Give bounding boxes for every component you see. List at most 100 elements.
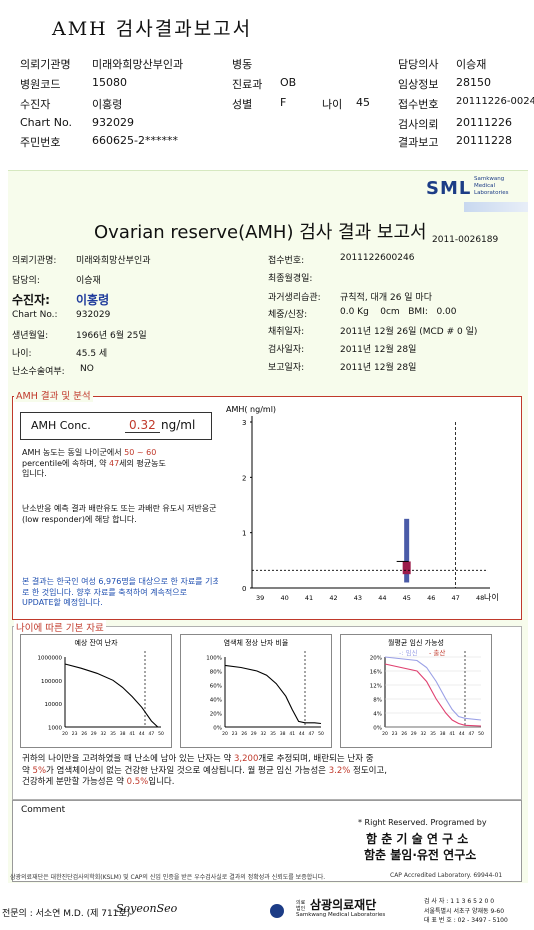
age-section-title: 나이에 따른 기본 자료 xyxy=(14,620,106,634)
info-value: 2011년 12월 26일 (MCD # 0 일) xyxy=(340,327,478,337)
mini-x-tick-label: 26 xyxy=(81,731,87,737)
info-label: 검사일자: xyxy=(268,345,305,355)
header-label: 병동 xyxy=(232,58,253,71)
mini-y-tick-label: 0% xyxy=(213,726,222,732)
amh-text: 세의 평균농도 xyxy=(119,458,166,468)
oocyte-chart-box: 예상 잔여 난자 1000000 100000 10000 1000 20 23 26 29 32… xyxy=(20,634,172,748)
sml-subtitle: Samkwang Medical Laboratories xyxy=(474,176,509,196)
series-line xyxy=(64,663,159,728)
mini-y-tick-label: 4% xyxy=(373,712,382,718)
header-label: 성별 xyxy=(232,98,253,111)
amh-response-text: 난소반응 예측 결과 배란유도 또는 과배란 유도시 저반응군 (low res… xyxy=(22,504,217,524)
institute-1: 함 춘 기 술 연 구 소 xyxy=(366,832,469,846)
amh-conc-value: 0.32 xyxy=(125,418,160,433)
patient-name: 이홍령 xyxy=(76,293,110,307)
header-label: 의뢰기관명 xyxy=(20,58,71,71)
mini-y-tick-label: 1000 xyxy=(48,726,62,732)
header-value: 45 xyxy=(356,96,370,109)
summary-text: 귀하의 나이만을 고려하였을 때 난소에 남아 있는 난자는 약 xyxy=(22,754,232,764)
x-tick-label: 47 xyxy=(452,594,460,602)
x-tick-label: 44 xyxy=(378,594,386,602)
header-value: F xyxy=(280,96,287,109)
x-tick-label: 41 xyxy=(305,594,313,602)
info-label: 채취일자: xyxy=(268,327,305,337)
mini-x-tick-label: 41 xyxy=(129,731,135,737)
header-label: Chart No. xyxy=(20,116,72,129)
comment-label: Comment xyxy=(21,805,66,815)
lab-main-number: 대 표 번 호 : 02 - 3497 - 5100 xyxy=(424,917,508,924)
mini-x-tick-label: 44 xyxy=(139,731,145,737)
mini-x-tick-label: 20 xyxy=(62,731,68,737)
y-tick-label: 2 xyxy=(242,474,246,482)
header-label: 검사의뢰 xyxy=(398,118,439,131)
mini-x-tick-label: 32 xyxy=(261,731,267,737)
doctor-signature: SoyeonSeo xyxy=(116,902,178,915)
chromosome-chart: 염색체 정상 난자 비율 100% 80% 60% 40% 20% 0%20 23 26 29 32… xyxy=(206,638,324,737)
header-label: 병원코드 xyxy=(20,78,61,91)
summary-text: 건강하게 분만할 가능성은 약 xyxy=(22,777,124,787)
mini-x-tick-label: 50 xyxy=(318,731,324,737)
amh-conc-label: AMH Conc. xyxy=(31,419,91,432)
mini-x-tick-label: 41 xyxy=(289,731,295,737)
summary-text: 입니다. xyxy=(148,777,175,787)
y-tick-label: 1 xyxy=(242,530,246,538)
amh-text: AMH 농도는 동일 나이군에서 xyxy=(22,448,122,457)
mini-x-tick-label: 47 xyxy=(149,731,155,737)
header-value: 20111226 xyxy=(456,116,512,129)
mini-y-tick-label: 8% xyxy=(373,698,382,704)
info-label: Chart No.: xyxy=(12,310,58,320)
x-tick-label: 48 xyxy=(476,594,484,602)
summary-text: 개로 추정되며, 배란되는 난자 중 xyxy=(258,754,374,764)
mini-x-tick-label: 29 xyxy=(411,731,417,737)
mini-chart-title: 염색체 정상 난자 비율 xyxy=(224,638,289,647)
lab-address: 서울특별시 서초구 양재동 9-60 xyxy=(424,908,505,915)
info-value: 0.0 Kg 0cm BMI: 0.00 xyxy=(340,307,457,317)
header-value: 미래와희망산부인과 xyxy=(92,58,184,71)
mini-x-tick-label: 26 xyxy=(401,731,407,737)
header-label: 접수번호 xyxy=(398,98,439,111)
range-bar xyxy=(404,518,410,583)
x-tick-label: 43 xyxy=(354,594,362,602)
info-value: 규칙적, 대개 26 일 마다 xyxy=(340,293,432,303)
mini-y-tick-label: 40% xyxy=(210,698,222,704)
y-axis-label: AMH( ng/ml) xyxy=(226,405,276,414)
summary-text: 정도이고, xyxy=(353,765,387,776)
header-value: 660625-2****** xyxy=(92,134,178,147)
pregnancy-chart-box: 월평균 임신 가능성 20% 16% 12% 8% 4% 0% 20 23 26 29 32 35 38 4… xyxy=(340,634,492,748)
info-value: 932029 xyxy=(76,310,111,320)
info-label: 난소수술여부: xyxy=(12,367,65,377)
lab-phone: 검 사 자 : 1 1 3 6 5 2 0 0 xyxy=(424,898,495,905)
pregnancy-rate: 3.2% xyxy=(328,765,351,776)
mini-y-tick-label: 100% xyxy=(206,656,222,662)
header-label: 주민번호 xyxy=(20,136,61,149)
foundation-name: 삼광의료재단 xyxy=(310,898,377,912)
mini-y-tick-label: 100000 xyxy=(41,679,62,685)
amh-conc-unit: ng/ml xyxy=(161,418,196,432)
birth-rate: 0.5% xyxy=(126,777,149,787)
mini-x-tick-label: 20 xyxy=(382,731,388,737)
amh-data-note: 본 결과는 한국인 여성 6,976명을 대상으로 한 자료를 기초로 한 것입… xyxy=(22,577,220,607)
mini-x-tick-label: 38 xyxy=(440,731,446,737)
info-label: 의뢰기관명: xyxy=(12,256,57,266)
header-label: 담당의사 xyxy=(398,58,439,71)
y-tick-label: 0 xyxy=(242,585,246,593)
mini-x-tick-label: 29 xyxy=(91,731,97,737)
info-value: 45.5 세 xyxy=(76,349,108,359)
mini-y-tick-label: 60% xyxy=(210,684,222,690)
mini-y-tick-label: 16% xyxy=(370,670,382,676)
x-tick-label: 46 xyxy=(427,594,435,602)
report-title: Ovarian reserve(AMH) 검사 결과 보고서 xyxy=(94,222,427,243)
rights-note: * Right Reserved. Programed by xyxy=(358,818,487,827)
amh-chart: AMH( ng/ml) 0 1 2 3 39 40 41 42 43 44 45 46 47 48 나이 xyxy=(226,405,499,602)
header-label: 진료과 xyxy=(232,78,263,91)
mini-y-tick-label: 1000000 xyxy=(38,656,63,662)
header-value: 20111228 xyxy=(456,134,512,147)
chromosome-chart-box: 염색체 정상 난자 비율 100% 80% 60% 40% 20% 0% 20 23 26 29 32… xyxy=(180,634,332,748)
foundation-type: 의료 법인 xyxy=(296,900,306,912)
legend-pregnancy: -: 임신 xyxy=(399,648,418,657)
mini-x-tick-label: 20 xyxy=(222,731,228,737)
mini-x-tick-label: 44 xyxy=(459,731,465,737)
summary-text: 약 xyxy=(22,765,30,776)
mini-x-tick-label: 35 xyxy=(430,731,436,737)
